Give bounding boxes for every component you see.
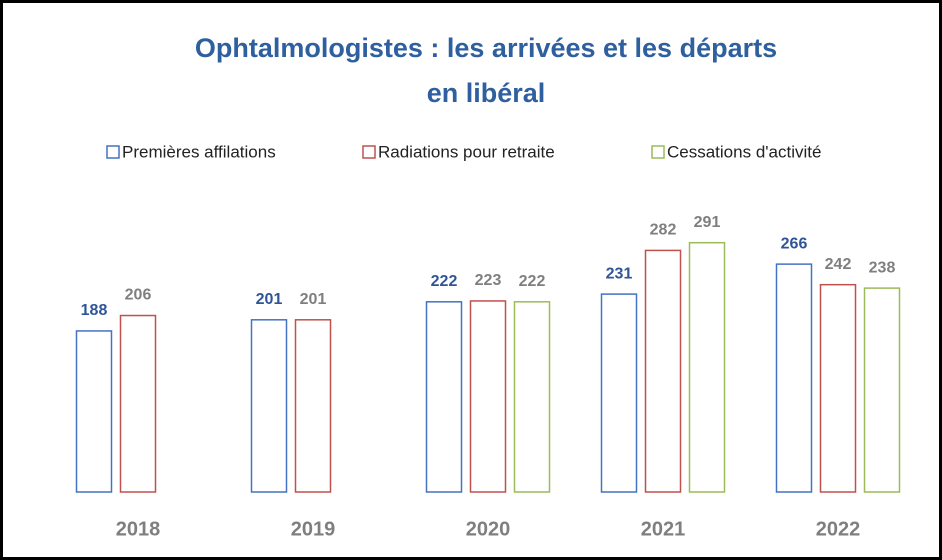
legend-swatch [651, 145, 665, 159]
bar [294, 319, 332, 493]
value-label: 222 [431, 273, 458, 290]
legend-label: Premières affilations [122, 142, 276, 161]
value-label: 223 [475, 272, 502, 289]
value-label: 201 [300, 291, 327, 308]
bar [863, 287, 901, 493]
x-tick-label: 2018 [116, 518, 161, 540]
bar [775, 263, 813, 493]
x-tick-label: 2021 [641, 518, 686, 540]
legend-swatch [362, 145, 376, 159]
bar [469, 300, 507, 493]
bar [688, 241, 726, 493]
bar [119, 314, 157, 493]
value-label: 266 [781, 235, 808, 252]
chart-title: Ophtalmologistes : les arrivées et les d… [195, 33, 777, 63]
bar [250, 319, 288, 493]
value-label: 291 [694, 214, 721, 231]
bar [819, 283, 857, 493]
x-tick-label: 2022 [816, 518, 861, 540]
legend-swatch [106, 145, 120, 159]
value-label: 282 [650, 222, 677, 239]
legend-label: Radiations pour retraite [378, 142, 555, 161]
x-tick-label: 2020 [466, 518, 511, 540]
value-label: 206 [125, 287, 152, 304]
value-label: 188 [81, 302, 108, 319]
bar [644, 249, 682, 493]
value-label: 242 [825, 256, 852, 273]
chart-title: en libéral [427, 78, 546, 108]
value-label: 238 [869, 259, 896, 276]
bar [425, 301, 463, 493]
legend-label: Cessations d'activité [667, 142, 821, 161]
value-label: 222 [519, 273, 546, 290]
value-label: 231 [606, 265, 633, 282]
bar [513, 301, 551, 493]
bar [75, 330, 113, 493]
bar [600, 293, 638, 493]
x-tick-label: 2019 [291, 518, 336, 540]
value-label: 201 [256, 291, 283, 308]
